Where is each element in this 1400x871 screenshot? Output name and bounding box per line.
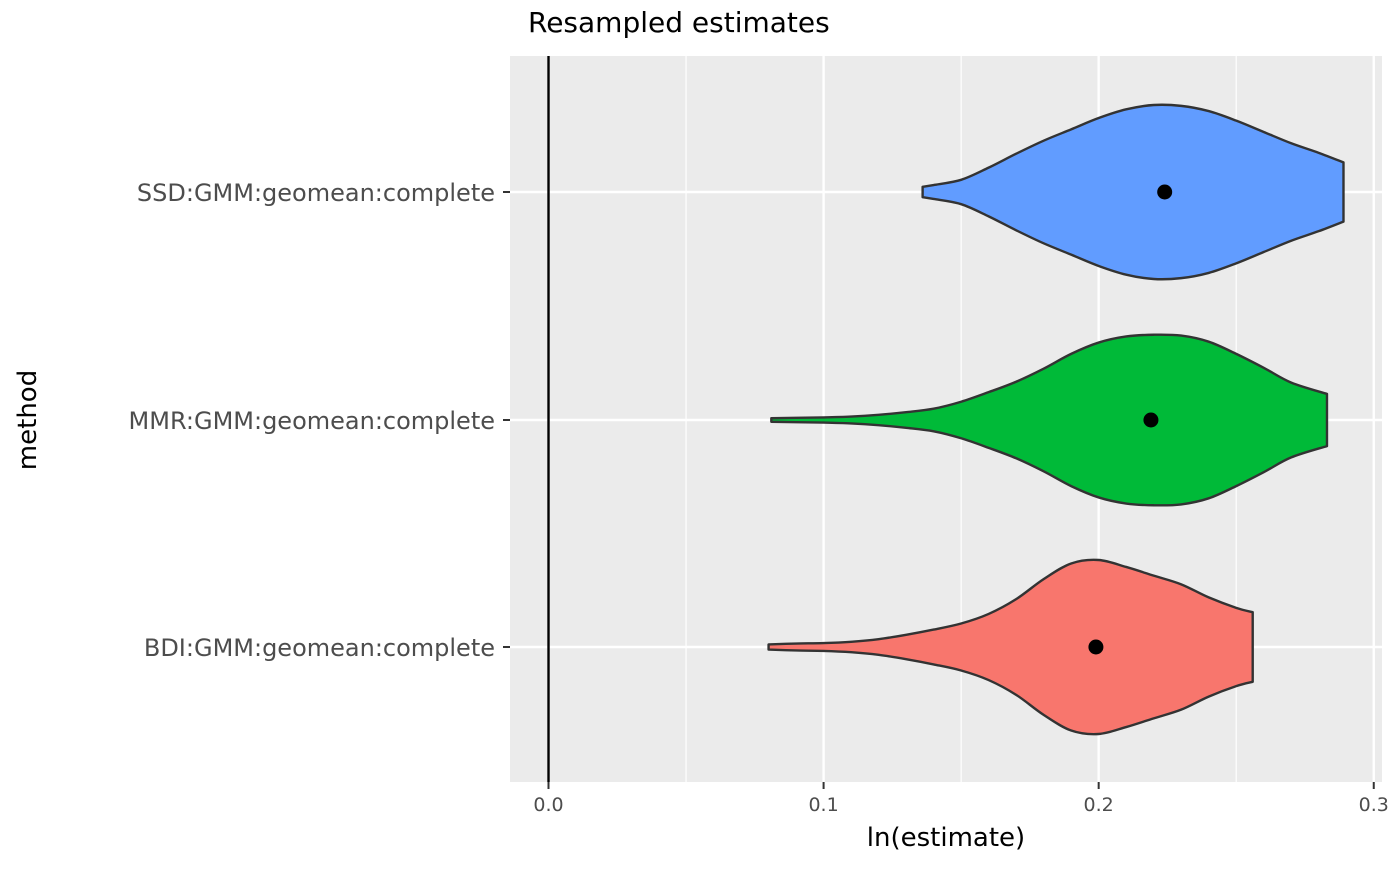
y-tick-label: SSD:GMM:geomean:complete <box>137 179 495 207</box>
x-tick-label: 0.0 <box>533 794 563 816</box>
point-bdi <box>1088 639 1104 655</box>
y-tick-label: BDI:GMM:geomean:complete <box>144 634 495 662</box>
y-tick-label: MMR:GMM:geomean:complete <box>129 407 495 435</box>
violin-ssd <box>921 103 1345 281</box>
x-tick-label: 0.1 <box>808 794 838 816</box>
x-tick-label: 0.3 <box>1359 794 1389 816</box>
violin-mmr <box>770 333 1329 507</box>
chart-title: Resampled estimates <box>528 6 830 39</box>
plot-area: 0.0 0.1 0.2 0.3 SSD:GMM:geomean:complete MMR:… <box>129 56 1389 816</box>
x-axis-title: ln(estimate) <box>867 823 1025 853</box>
violin-bdi <box>767 558 1254 736</box>
x-tick-label: 0.2 <box>1084 794 1114 816</box>
y-axis-title: method <box>13 370 43 470</box>
point-mmr <box>1143 412 1159 428</box>
point-ssd <box>1157 184 1173 200</box>
